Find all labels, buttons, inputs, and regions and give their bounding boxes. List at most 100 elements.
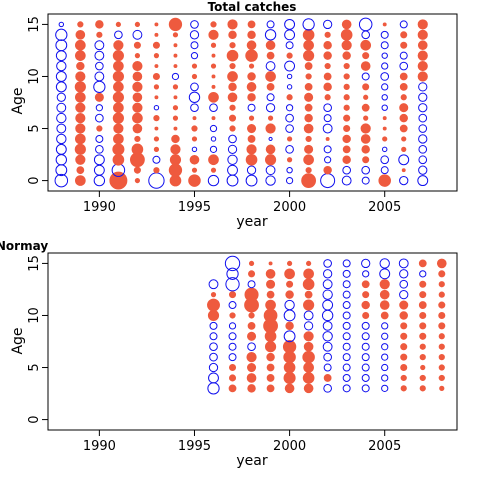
bubble-negative bbox=[265, 165, 276, 176]
bubble-negative bbox=[361, 30, 371, 40]
bubble-negative bbox=[323, 363, 332, 372]
bubble-positive bbox=[173, 126, 178, 131]
bubble-negative bbox=[245, 174, 258, 187]
bubble-negative bbox=[55, 143, 67, 155]
bubble-positive bbox=[245, 49, 258, 62]
bubbles-normay bbox=[207, 255, 447, 395]
bubble-negative bbox=[191, 146, 198, 153]
bubble-negative bbox=[342, 342, 351, 351]
bubble-negative bbox=[188, 91, 201, 103]
bubble-positive bbox=[134, 53, 141, 59]
bubble-negative bbox=[362, 270, 370, 278]
bubble-positive bbox=[361, 103, 370, 112]
bubble-negative bbox=[266, 93, 275, 102]
axes-normay: 1990 1995 2000 2005 0 5 10 15 bbox=[27, 255, 401, 454]
bubble-positive bbox=[360, 134, 371, 144]
bubble-negative bbox=[208, 362, 219, 373]
bubble-positive bbox=[74, 133, 86, 145]
bubble-positive bbox=[303, 299, 315, 311]
bubble-negative bbox=[58, 21, 65, 28]
bubble-positive bbox=[131, 143, 144, 156]
bubble-negative bbox=[224, 255, 241, 272]
bubble-positive bbox=[132, 92, 143, 103]
bubble-negative bbox=[285, 145, 294, 154]
bubble-negative bbox=[228, 301, 237, 310]
bubble-negative bbox=[322, 299, 334, 311]
bubble-positive bbox=[303, 268, 314, 280]
x-axis-label-normay: year bbox=[236, 453, 267, 469]
bubble-positive bbox=[303, 362, 314, 373]
bubble-negative bbox=[379, 268, 391, 280]
bubble-negative bbox=[381, 83, 389, 91]
bubble-positive bbox=[266, 363, 275, 372]
bubble-positive bbox=[399, 103, 409, 113]
bubble-positive bbox=[303, 39, 314, 51]
y-tick-label: 15 bbox=[27, 255, 42, 272]
bubble-positive bbox=[342, 145, 351, 154]
bubble-positive bbox=[266, 384, 275, 393]
bubble-negative bbox=[153, 104, 160, 111]
bubble-positive bbox=[417, 50, 428, 61]
bubble-positive bbox=[168, 163, 183, 177]
bubble-negative bbox=[227, 154, 238, 165]
bubble-negative bbox=[361, 176, 370, 185]
bubble-negative bbox=[399, 269, 409, 279]
bubble-positive bbox=[112, 91, 124, 103]
bubble-negative bbox=[55, 81, 67, 93]
bubble-negative bbox=[208, 279, 219, 290]
bubble-positive bbox=[399, 113, 408, 123]
bubble-positive bbox=[173, 95, 178, 100]
bubble-negative bbox=[207, 174, 220, 187]
bubble-positive bbox=[268, 261, 273, 266]
bubble-positive bbox=[244, 287, 259, 302]
bubble-negative bbox=[93, 174, 106, 187]
bubble-positive bbox=[285, 290, 294, 299]
bubble-positive bbox=[173, 64, 178, 69]
bubble-negative bbox=[322, 289, 333, 300]
bubble-positive bbox=[360, 61, 371, 71]
bubble-negative bbox=[380, 72, 390, 81]
bubble-positive bbox=[191, 73, 198, 80]
bubble-negative bbox=[323, 352, 332, 362]
bubble-negative bbox=[323, 259, 332, 268]
bubble-negative bbox=[266, 20, 275, 29]
bubble-positive bbox=[399, 300, 409, 310]
bubble-negative bbox=[95, 104, 103, 112]
bubble-negative bbox=[283, 330, 296, 343]
bubble-negative bbox=[323, 145, 332, 154]
bubble-positive bbox=[342, 51, 351, 60]
bubble-positive bbox=[210, 63, 217, 69]
bubble-negative bbox=[342, 269, 351, 278]
bubble-positive bbox=[342, 155, 351, 164]
bubble-positive bbox=[112, 50, 124, 62]
bubble-positive bbox=[228, 364, 237, 372]
bubble-positive bbox=[211, 84, 216, 89]
bubble-positive bbox=[96, 125, 103, 132]
bubble-negative bbox=[342, 301, 351, 310]
bubble-positive bbox=[400, 31, 408, 39]
bubble-positive bbox=[246, 373, 257, 383]
bubble-positive bbox=[265, 40, 276, 51]
bubble-positive bbox=[265, 71, 276, 82]
bubble-positive bbox=[208, 91, 219, 103]
bubble-negative bbox=[55, 28, 68, 41]
bubble-positive bbox=[419, 332, 427, 340]
bubble-positive bbox=[171, 134, 180, 144]
bubble-positive bbox=[399, 82, 408, 91]
bubble-negative bbox=[342, 321, 351, 330]
bubble-negative bbox=[381, 343, 389, 351]
panel-normay: Normay year Age 1990 1995 2000 2005 0 5 10 15 bbox=[0, 239, 458, 469]
bubble-positive bbox=[210, 21, 217, 28]
bubble-positive bbox=[323, 165, 332, 175]
bubble-positive bbox=[188, 174, 201, 187]
bubble-positive bbox=[265, 268, 276, 279]
x-tick-label: 1995 bbox=[178, 439, 211, 454]
bubble-negative bbox=[246, 165, 257, 175]
bubble-positive bbox=[343, 104, 350, 111]
bubble-negative bbox=[323, 114, 332, 123]
bubble-positive bbox=[304, 113, 313, 123]
bubble-positive bbox=[419, 280, 427, 288]
bubble-positive bbox=[227, 92, 238, 103]
bubble-positive bbox=[246, 40, 257, 51]
